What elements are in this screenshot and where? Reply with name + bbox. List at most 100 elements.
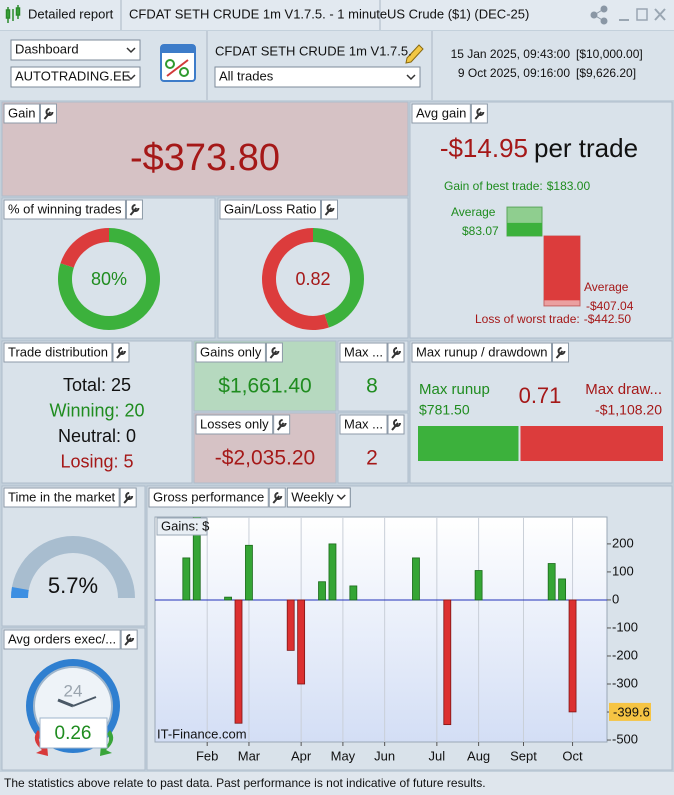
panel-title: Max ... xyxy=(344,416,383,431)
wrench-icon xyxy=(129,204,140,216)
y-tick-label: 100 xyxy=(612,563,634,578)
donut-value: 80% xyxy=(91,269,127,289)
dropdown[interactable] xyxy=(214,66,421,88)
dropdown[interactable] xyxy=(10,39,141,61)
last-value-marker xyxy=(609,702,651,721)
worst-trade: Loss of worst trade: -$442.50 xyxy=(475,312,631,326)
panel-title: Gain xyxy=(8,105,35,120)
max-wins-value: 8 xyxy=(366,375,378,398)
panel-header xyxy=(3,342,113,363)
drawdown-label: Max draw... xyxy=(585,381,662,398)
y-tick-label: 0 xyxy=(612,591,619,606)
panel xyxy=(1,197,216,339)
dropdown-value: All trades xyxy=(219,68,274,83)
clock-icon xyxy=(26,659,120,756)
gauge-track xyxy=(11,536,135,598)
bar xyxy=(349,585,358,601)
row-label: Total: xyxy=(63,375,106,395)
x-tick-label: Sept xyxy=(510,748,537,763)
panel-title: Max ... xyxy=(344,344,383,359)
start-date: 15 Jan 2025, 09:43:00 xyxy=(451,47,571,61)
drawdown-bar xyxy=(520,426,663,461)
close-button[interactable] xyxy=(654,8,666,21)
gains-value: $1,661.40 xyxy=(218,375,311,398)
dropdown[interactable] xyxy=(10,66,141,88)
dropdown[interactable] xyxy=(286,487,351,508)
distribution-row: Total: 25 xyxy=(63,375,131,395)
dropdown-arrow xyxy=(336,494,346,501)
panel-header xyxy=(411,342,553,363)
panel-header xyxy=(339,342,388,363)
worst-trade-value: -$442.50 xyxy=(584,312,632,326)
avg-gain-value: -$14.95 xyxy=(440,133,528,163)
average-loss-bar xyxy=(544,236,580,301)
tab-title: Detailed report xyxy=(28,6,114,21)
x-tick-label: Aug xyxy=(467,748,490,763)
ratio-gain xyxy=(313,228,365,328)
worst-trade-label: Loss of worst trade: xyxy=(475,312,580,326)
average-loss-label: Average xyxy=(584,280,629,294)
best-trade-label: Gain of best trade: xyxy=(444,179,543,193)
share-button[interactable] xyxy=(590,5,608,25)
x-tick-label: Jun xyxy=(374,748,395,763)
x-tick-label: May xyxy=(331,748,356,763)
ratio-loss xyxy=(262,228,329,330)
panel-header xyxy=(3,629,121,650)
x-tick-label: Oct xyxy=(562,748,583,763)
y-tick-label: 200 xyxy=(612,535,634,550)
best-trade: Gain of best trade: $183.00 xyxy=(444,179,590,193)
avg-gain-unit: per trade xyxy=(534,133,638,163)
wrench-icon xyxy=(555,347,566,359)
wrench-icon xyxy=(324,204,335,216)
end-balance: [$9,626.20] xyxy=(576,66,636,80)
report-icon[interactable] xyxy=(160,44,196,82)
bar xyxy=(558,578,567,601)
panel-title: Losses only xyxy=(200,416,269,431)
x-tick-label: Jul xyxy=(429,748,446,763)
edit-icon[interactable] xyxy=(405,44,424,64)
max-losses-value: 2 xyxy=(366,447,378,470)
bar xyxy=(286,599,295,651)
bar xyxy=(182,557,191,601)
panel-header xyxy=(195,414,274,435)
ratio-value: 0.82 xyxy=(295,269,330,289)
panel-title: Gain/Loss Ratio xyxy=(224,201,317,216)
maximize-button[interactable] xyxy=(636,8,648,21)
average-win-bar xyxy=(507,222,542,236)
bar xyxy=(245,544,253,601)
bars xyxy=(182,517,577,726)
row-value: 25 xyxy=(111,375,131,395)
gauge-value: 5.7% xyxy=(48,573,98,598)
dropdown-value: Weekly xyxy=(291,489,334,504)
wrench-icon xyxy=(116,347,126,359)
app-icon xyxy=(5,5,21,23)
bar xyxy=(474,570,483,601)
wrench-icon xyxy=(124,634,135,646)
panel-header xyxy=(219,199,321,220)
y-tick-label: -200 xyxy=(612,647,638,662)
runup-ratio: 0.71 xyxy=(519,383,562,408)
distribution-row: Neutral: 0 xyxy=(58,426,136,446)
chart-title: Gains: $ xyxy=(161,518,210,533)
losses-value: -$2,035.20 xyxy=(215,447,315,470)
bar xyxy=(568,599,577,713)
row-label: Neutral: xyxy=(58,426,121,446)
end-date: 9 Oct 2025, 09:16:00 xyxy=(458,66,570,80)
average-loss-value: -$407.04 xyxy=(586,299,634,313)
panel-header xyxy=(411,103,471,124)
last-value-label: -399.6 xyxy=(613,704,650,719)
drawdown-value: -$1,108.20 xyxy=(595,402,662,418)
runup-bar xyxy=(418,426,519,461)
bar xyxy=(328,543,337,601)
bar xyxy=(318,581,326,601)
wrench-icon xyxy=(276,419,287,431)
donut-loss xyxy=(60,228,109,268)
wrench-icon xyxy=(272,492,283,504)
panel-title: % of winning trades xyxy=(8,201,122,216)
x-tick-label: Mar xyxy=(238,748,261,763)
wrench-icon xyxy=(269,347,280,359)
y-tick-label: -100 xyxy=(612,619,638,634)
dropdown-value: Dashboard xyxy=(15,41,79,56)
